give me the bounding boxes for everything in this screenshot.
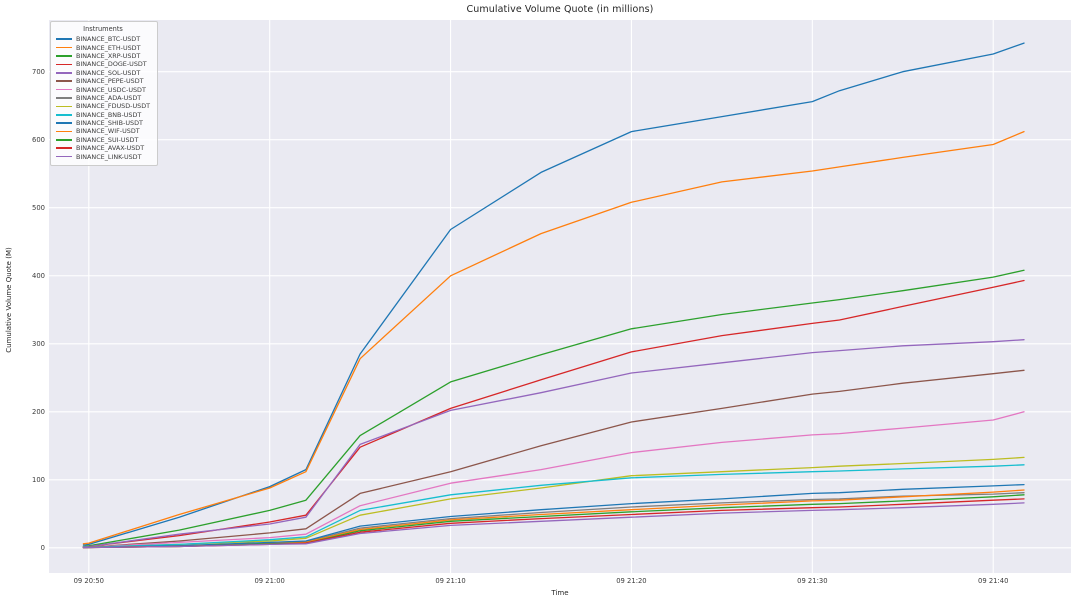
legend-line-swatch-icon	[56, 105, 72, 108]
legend-line-swatch-icon	[56, 71, 72, 74]
legend-item: BINANCE_WIF-USDT	[56, 127, 150, 135]
legend-line-swatch-icon	[56, 80, 72, 82]
y-tick-label: 600	[32, 135, 45, 144]
chart-title: Cumulative Volume Quote (in millions)	[466, 4, 654, 15]
legend-item: BINANCE_XRP-USDT	[56, 52, 150, 60]
x-tick-label: 09 21:20	[616, 577, 647, 585]
legend-item: BINANCE_ETH-USDT	[56, 43, 150, 52]
series-line-BINANCE_XRP-USDT	[82, 269, 1025, 548]
y-tick-label: 100	[32, 475, 45, 484]
legend-item-label: BINANCE_XRP-USDT	[76, 51, 141, 60]
y-tick-label: 700	[32, 67, 45, 76]
legend-item: BINANCE_FDUSD-USDT	[56, 102, 150, 110]
plot-area-background	[49, 20, 1071, 573]
legend-item-label: BINANCE_USDC-USDT	[76, 85, 146, 94]
series-line-BINANCE_USDC-USDT	[82, 411, 1025, 548]
legend-line-swatch-icon	[56, 38, 72, 40]
x-axis-label: Time	[551, 589, 569, 597]
legend-item-label: BINANCE_ETH-USDT	[76, 43, 141, 52]
legend-item-label: BINANCE_WIF-USDT	[76, 127, 140, 136]
legend-line-swatch-icon	[56, 46, 72, 49]
legend-item: BINANCE_BNB-USDT	[56, 111, 150, 119]
legend-line-swatch-icon	[56, 122, 72, 124]
x-tick-label: 09 21:10	[435, 577, 466, 585]
series-line-BINANCE_SOL-USDT	[82, 339, 1025, 548]
legend-line-swatch-icon	[56, 55, 72, 57]
legend-item: BINANCE_DOGE-USDT	[56, 60, 150, 68]
legend-item-label: BINANCE_FDUSD-USDT	[76, 102, 151, 111]
legend-item-label: BINANCE_AVAX-USDT	[76, 144, 145, 153]
y-tick-label: 500	[32, 203, 45, 212]
y-tick-label: 400	[32, 271, 45, 280]
legend-item: BINANCE_ADA-USDT	[56, 94, 150, 102]
legend-item: BINANCE_PEPE-USDT	[56, 77, 150, 85]
legend-item-label: BINANCE_PEPE-USDT	[76, 77, 144, 86]
y-tick-label: 300	[32, 339, 45, 348]
series-line-BINANCE_BTC-USDT	[82, 42, 1025, 546]
legend-line-swatch-icon	[56, 97, 72, 99]
x-tick-label: 09 21:00	[254, 577, 285, 585]
legend-item: BINANCE_USDC-USDT	[56, 85, 150, 94]
x-tick-label: 09 21:30	[797, 577, 828, 585]
legend-item-label: BINANCE_SHIB-USDT	[76, 119, 143, 128]
legend-item: BINANCE_BTC-USDT	[56, 35, 150, 43]
y-axis-label: Cumulative Volume Quote (M)	[5, 247, 13, 353]
legend-item: BINANCE_SUI-USDT	[56, 136, 150, 144]
legend-line-swatch-icon	[56, 88, 72, 91]
legend-item-label: BINANCE_BTC-USDT	[76, 35, 141, 44]
y-tick-label: 0	[40, 543, 45, 552]
legend-title: Instruments	[83, 25, 123, 33]
legend-item-label: BINANCE_DOGE-USDT	[76, 60, 147, 69]
legend-item: BINANCE_LINK-USDT	[56, 152, 150, 161]
legend-line-swatch-icon	[56, 63, 72, 66]
legend-item: BINANCE_AVAX-USDT	[56, 144, 150, 152]
x-tick-label: 09 21:40	[978, 577, 1009, 585]
y-tick-label: 200	[32, 407, 45, 416]
legend-item-label: BINANCE_BNB-USDT	[76, 110, 142, 119]
series-line-BINANCE_ETH-USDT	[82, 130, 1025, 545]
legend-line-swatch-icon	[56, 155, 72, 158]
legend-line-swatch-icon	[56, 147, 72, 150]
legend-item: BINANCE_SOL-USDT	[56, 69, 150, 77]
series-line-BINANCE_BNB-USDT	[82, 464, 1025, 548]
legend-item-label: BINANCE_LINK-USDT	[76, 152, 142, 161]
series-line-BINANCE_PEPE-USDT	[82, 369, 1025, 548]
legend-box: Instruments BINANCE_BTC-USDT BINANCE_ETH-…	[50, 21, 159, 166]
legend-item: BINANCE_SHIB-USDT	[56, 119, 150, 127]
legend-item-label: BINANCE_SUI-USDT	[76, 135, 139, 144]
legend-item-label: BINANCE_SOL-USDT	[76, 68, 141, 77]
legend-line-swatch-icon	[56, 139, 72, 141]
legend-item-list: BINANCE_BTC-USDT BINANCE_ETH-USDT BINANCE_…	[56, 35, 150, 161]
x-tick-label: 09 20:50	[73, 577, 104, 585]
legend-line-swatch-icon	[56, 130, 72, 133]
series-line-BINANCE_LINK-USDT	[82, 502, 1025, 549]
series-line-BINANCE_SHIB-USDT	[82, 483, 1025, 549]
legend-line-swatch-icon	[56, 113, 72, 116]
legend-item-label: BINANCE_ADA-USDT	[76, 93, 142, 102]
